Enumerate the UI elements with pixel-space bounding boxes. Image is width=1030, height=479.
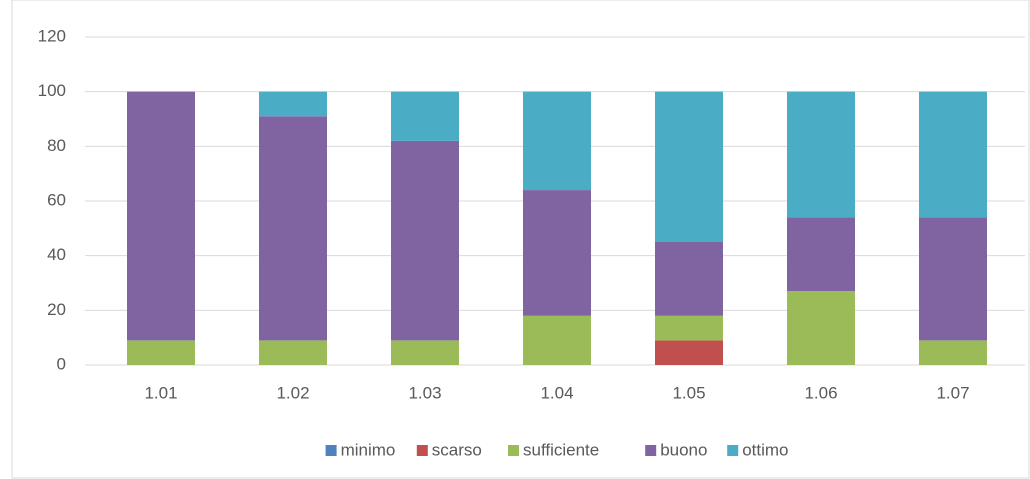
bar-segment (655, 91, 723, 243)
x-tick-label: 1.07 (936, 383, 969, 402)
x-tick-label: 1.03 (408, 383, 441, 402)
bar-segment (787, 217, 855, 292)
legend-swatch (645, 445, 657, 456)
bar-segment (919, 91, 987, 218)
legend-label: buono (660, 440, 707, 459)
bar-segment (523, 190, 591, 316)
x-tick-label: 1.04 (540, 383, 573, 402)
bar-segment (391, 91, 459, 141)
bar-segment (655, 315, 723, 341)
legend-label: minimo (341, 440, 396, 459)
y-tick-label: 80 (47, 136, 66, 155)
x-tick-label: 1.05 (672, 383, 705, 402)
y-tick-label: 120 (38, 26, 66, 45)
x-tick-label: 1.01 (144, 383, 177, 402)
legend-swatch (325, 445, 337, 456)
bar-segment (655, 340, 723, 365)
bar-segment (259, 116, 327, 341)
bar-segment (919, 340, 987, 365)
bar-segment (919, 217, 987, 341)
x-tick-label: 1.02 (276, 383, 309, 402)
bar-segment (259, 340, 327, 365)
legend-swatch (727, 445, 739, 456)
legend-label: sufficiente (523, 440, 599, 459)
y-tick-label: 40 (47, 245, 66, 264)
legend-label: scarso (432, 440, 482, 459)
y-tick-label: 60 (47, 190, 66, 209)
legend-label: ottimo (742, 440, 788, 459)
bar-segment (259, 91, 327, 117)
chart-border (11, 0, 1030, 479)
y-tick-label: 0 (57, 354, 66, 373)
bar-segment (127, 91, 195, 341)
bar-segment (391, 340, 459, 365)
bar-segment (787, 91, 855, 218)
bar-segment (523, 91, 591, 191)
bar-segment (127, 340, 195, 365)
bar-segment (523, 315, 591, 365)
bar-segment (391, 140, 459, 341)
bar-segment (655, 242, 723, 316)
x-tick-label: 1.06 (804, 383, 837, 402)
y-tick-label: 20 (47, 300, 66, 319)
legend-swatch (508, 445, 519, 456)
y-tick-label: 100 (38, 81, 66, 100)
legend-swatch (416, 445, 428, 456)
bar-segment (787, 291, 855, 365)
